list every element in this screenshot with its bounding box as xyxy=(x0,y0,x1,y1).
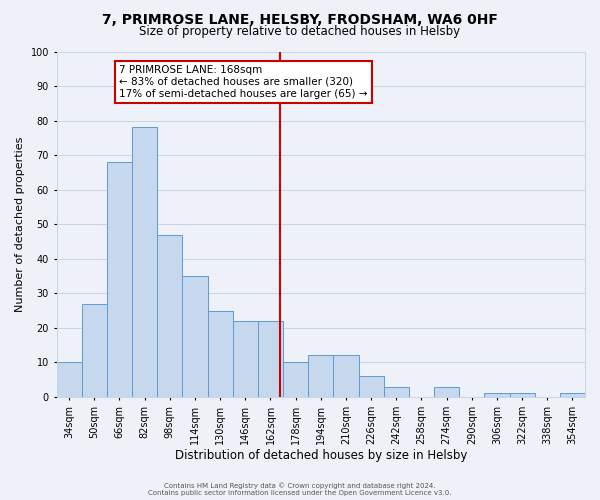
Bar xyxy=(132,128,157,397)
Text: 7, PRIMROSE LANE, HELSBY, FRODSHAM, WA6 0HF: 7, PRIMROSE LANE, HELSBY, FRODSHAM, WA6 … xyxy=(102,12,498,26)
Bar xyxy=(509,394,535,397)
Text: 7 PRIMROSE LANE: 168sqm
← 83% of detached houses are smaller (320)
17% of semi-d: 7 PRIMROSE LANE: 168sqm ← 83% of detache… xyxy=(119,66,368,98)
Bar xyxy=(208,310,233,397)
Bar xyxy=(283,362,308,397)
Y-axis label: Number of detached properties: Number of detached properties xyxy=(15,136,25,312)
Bar xyxy=(258,321,283,397)
Text: Size of property relative to detached houses in Helsby: Size of property relative to detached ho… xyxy=(139,25,461,38)
Bar xyxy=(560,394,585,397)
Bar xyxy=(182,276,208,397)
Bar xyxy=(56,362,82,397)
Bar xyxy=(233,321,258,397)
Bar xyxy=(434,386,459,397)
Bar xyxy=(383,386,409,397)
Bar xyxy=(308,356,334,397)
Bar xyxy=(359,376,383,397)
Bar xyxy=(82,304,107,397)
Text: Contains public sector information licensed under the Open Government Licence v3: Contains public sector information licen… xyxy=(148,490,452,496)
Bar xyxy=(334,356,359,397)
Bar xyxy=(157,234,182,397)
Bar xyxy=(484,394,509,397)
X-axis label: Distribution of detached houses by size in Helsby: Distribution of detached houses by size … xyxy=(175,450,467,462)
Bar xyxy=(107,162,132,397)
Text: Contains HM Land Registry data © Crown copyright and database right 2024.: Contains HM Land Registry data © Crown c… xyxy=(164,482,436,489)
